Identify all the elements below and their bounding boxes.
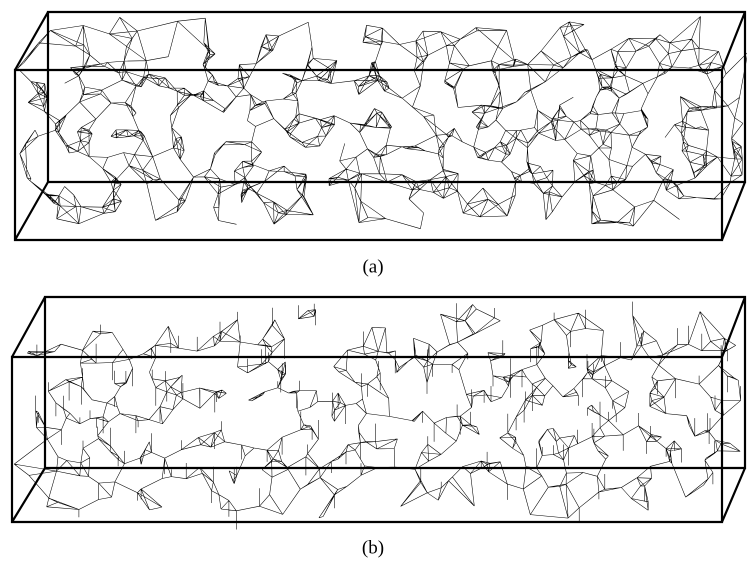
tetra-mesh: [17, 16, 747, 229]
panel-label: (a): [362, 256, 383, 277]
tetra-mesh-panel: [13, 10, 747, 242]
voronoi-mesh: [14, 301, 741, 530]
voronoi-mesh-panel: [10, 295, 747, 530]
panel-label: (b): [362, 537, 384, 558]
box-edges: [13, 10, 747, 242]
box-edges: [10, 295, 747, 524]
